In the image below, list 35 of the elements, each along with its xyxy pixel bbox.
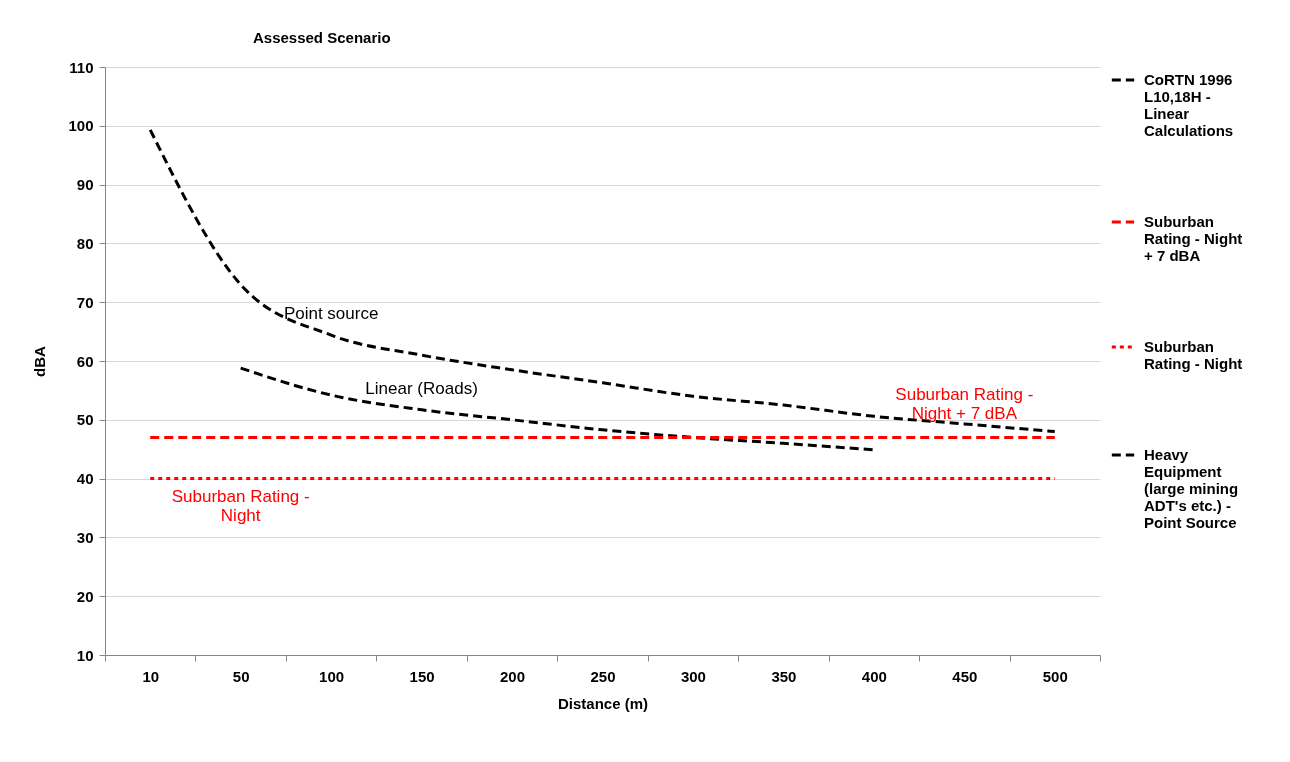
x-tick-label: 10: [142, 667, 160, 685]
x-axis-title: Distance (m): [557, 694, 649, 712]
legend-label: Suburban Rating - Night: [1144, 338, 1243, 372]
x-tick-label: 500: [1042, 667, 1068, 685]
y-tick-label: 60: [76, 352, 94, 370]
y-tick-label: 70: [76, 293, 94, 311]
annotation: Point source: [283, 304, 379, 324]
x-tick-label: 250: [590, 667, 616, 685]
x-tick-label: 100: [319, 667, 345, 685]
annotation: Suburban Rating - Night: [171, 486, 310, 525]
chart-title: Assessed Scenario: [252, 29, 391, 46]
x-tick-label: 400: [861, 667, 887, 685]
y-tick-label: 50: [76, 411, 94, 429]
y-tick-label: 30: [76, 528, 94, 546]
x-tick-label: 150: [409, 667, 435, 685]
y-tick-label: 100: [68, 117, 94, 135]
line-series: [239, 366, 876, 452]
x-tick-label: 300: [680, 667, 706, 685]
y-tick-label: 20: [76, 587, 94, 605]
annotation: Linear (Roads): [365, 378, 478, 398]
x-tick-label: 200: [500, 667, 526, 685]
annotation: Suburban Rating - Night + 7 dBA: [895, 385, 1034, 424]
y-tick-label: 10: [76, 646, 94, 664]
y-tick-label: 90: [76, 176, 94, 194]
y-tick-label: 40: [76, 470, 94, 488]
legend-label: Heavy Equipment (large mining ADT's etc.) - Point Source: [1144, 446, 1239, 531]
x-tick-label: 50: [232, 667, 250, 685]
line-series: [148, 128, 1057, 434]
legend-label: CoRTN 1996 L10,18H - Linear Calculations: [1144, 71, 1234, 139]
y-tick-label: 80: [76, 234, 94, 252]
y-axis-title: dBA: [31, 345, 49, 377]
y-tick-label: 110: [69, 58, 94, 76]
x-tick-label: 450: [952, 667, 978, 685]
x-tick-label: 350: [771, 667, 797, 685]
legend-label: Suburban Rating - Night + 7 dBA: [1144, 213, 1243, 264]
